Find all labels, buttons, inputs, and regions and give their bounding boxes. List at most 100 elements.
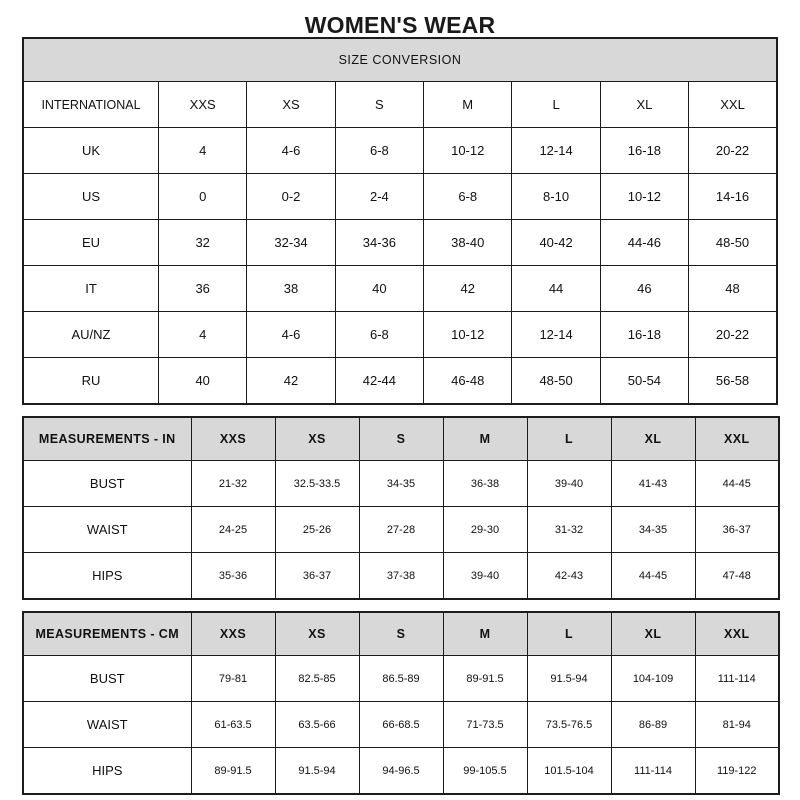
table-row: EU 32 32-34 34-36 38-40 40-42 44-46 48-5… <box>22 219 778 266</box>
table-cell: 46 <box>599 265 690 312</box>
column-header-s: S <box>358 416 444 461</box>
table-cell: 4-6 <box>246 311 336 358</box>
table-cell: 4 <box>158 311 248 358</box>
column-header-xxs: XXS <box>190 611 276 656</box>
row-label: RU <box>22 357 160 405</box>
table-cell: 44 <box>511 265 601 312</box>
table-cell: 20-22 <box>688 311 778 358</box>
table-row: BUST 21-32 32.5-33.5 34-35 36-38 39-40 4… <box>22 460 780 507</box>
table-cell: 38 <box>246 265 336 312</box>
table-cell: 46-48 <box>423 357 513 405</box>
table-cell: 37-38 <box>358 552 444 600</box>
table-cell: 39-40 <box>526 460 612 507</box>
table-cell: 35-36 <box>190 552 276 600</box>
table-cell: 101.5-104 <box>526 747 612 795</box>
table-cell: 12-14 <box>511 311 601 358</box>
column-header-m: M <box>442 416 528 461</box>
table-cell: 40 <box>334 265 425 312</box>
row-label: UK <box>22 127 160 174</box>
table-cell: 6-8 <box>334 311 425 358</box>
table-cell: 0-2 <box>246 173 336 220</box>
table-cell: 36 <box>158 265 248 312</box>
column-header-s: S <box>334 81 425 128</box>
table-cell: 47-48 <box>694 552 780 600</box>
table-cell: 29-30 <box>442 506 528 553</box>
table-cell: 44-46 <box>599 219 690 266</box>
table-row: BUST 79-81 82.5-85 86.5-89 89-91.5 91.5-… <box>22 655 780 702</box>
table-cell: 36-37 <box>694 506 780 553</box>
measurements-inches-body: MEASUREMENTS - IN XXS XS S M L XL XXL BU… <box>22 416 780 600</box>
table-cell: 39-40 <box>442 552 528 600</box>
table-cell: 94-96.5 <box>358 747 444 795</box>
table-cell: 44-45 <box>610 552 696 600</box>
table-cell: 91.5-94 <box>274 747 360 795</box>
measurements-inches-header-row: MEASUREMENTS - IN XXS XS S M L XL XXL <box>22 416 780 461</box>
table-cell: 20-22 <box>688 127 778 174</box>
column-header-xs: XS <box>246 81 336 128</box>
measurements-centimeters-table: MEASUREMENTS - CM XXS XS S M L XL XXL BU… <box>22 611 780 795</box>
table-cell: 10-12 <box>423 311 513 358</box>
table-cell: 56-58 <box>688 357 778 405</box>
row-label: EU <box>22 219 160 266</box>
table-cell: 21-32 <box>190 460 276 507</box>
table-cell: 50-54 <box>599 357 690 405</box>
table-cell: 16-18 <box>599 311 690 358</box>
table-cell: 6-8 <box>334 127 425 174</box>
row-label: IT <box>22 265 160 312</box>
table-cell: 48-50 <box>688 219 778 266</box>
column-header-xl: XL <box>610 416 696 461</box>
row-label: HIPS <box>22 747 192 795</box>
size-conversion-body: SIZE CONVERSION INTERNATIONAL XXS XS S M… <box>22 37 778 405</box>
table-cell: 40 <box>158 357 248 405</box>
table-cell: 4 <box>158 127 248 174</box>
table-cell: 66-68.5 <box>358 701 444 748</box>
row-label: WAIST <box>22 506 192 553</box>
table-cell: 48 <box>688 265 778 312</box>
page-title: WOMEN'S WEAR <box>304 12 496 38</box>
table-cell: 10-12 <box>423 127 513 174</box>
table-cell: 111-114 <box>694 655 780 702</box>
table-row: RU 40 42 42-44 46-48 48-50 50-54 56-58 <box>22 357 778 405</box>
table-row: AU/NZ 4 4-6 6-8 10-12 12-14 16-18 20-22 <box>22 311 778 358</box>
table-row: UK 4 4-6 6-8 10-12 12-14 16-18 20-22 <box>22 127 778 174</box>
row-label: US <box>22 173 160 220</box>
table-cell: 73.5-76.5 <box>526 701 612 748</box>
column-header-xs: XS <box>274 416 360 461</box>
table-cell: 4-6 <box>246 127 336 174</box>
column-header-xxl: XXL <box>694 416 780 461</box>
row-label: BUST <box>22 655 192 702</box>
table-cell: 44-45 <box>694 460 780 507</box>
column-header-measurements-cm: MEASUREMENTS - CM <box>22 611 192 656</box>
column-header-m: M <box>423 81 513 128</box>
table-cell: 89-91.5 <box>442 655 528 702</box>
table-cell: 6-8 <box>423 173 513 220</box>
row-label: WAIST <box>22 701 192 748</box>
column-header-international: INTERNATIONAL <box>22 81 160 128</box>
table-cell: 41-43 <box>610 460 696 507</box>
table-cell: 48-50 <box>511 357 601 405</box>
row-label: BUST <box>22 460 192 507</box>
table-cell: 42 <box>423 265 513 312</box>
table-cell: 34-35 <box>610 506 696 553</box>
size-conversion-table: SIZE CONVERSION INTERNATIONAL XXS XS S M… <box>22 37 778 405</box>
table-cell: 0 <box>158 173 248 220</box>
row-label: HIPS <box>22 552 192 600</box>
table-cell: 34-35 <box>358 460 444 507</box>
table-cell: 61-63.5 <box>190 701 276 748</box>
table-cell: 36-38 <box>442 460 528 507</box>
table-row: IT 36 38 40 42 44 46 48 <box>22 265 778 312</box>
table-cell: 34-36 <box>334 219 425 266</box>
table-cell: 27-28 <box>358 506 444 553</box>
column-header-s: S <box>358 611 444 656</box>
column-header-xxs: XXS <box>190 416 276 461</box>
column-header-xl: XL <box>599 81 690 128</box>
table-cell: 16-18 <box>599 127 690 174</box>
table-cell: 40-42 <box>511 219 601 266</box>
column-header-xxl: XXL <box>688 81 778 128</box>
column-header-m: M <box>442 611 528 656</box>
size-conversion-banner: SIZE CONVERSION <box>22 37 778 82</box>
table-cell: 119-122 <box>694 747 780 795</box>
table-cell: 10-12 <box>599 173 690 220</box>
column-header-xl: XL <box>610 611 696 656</box>
